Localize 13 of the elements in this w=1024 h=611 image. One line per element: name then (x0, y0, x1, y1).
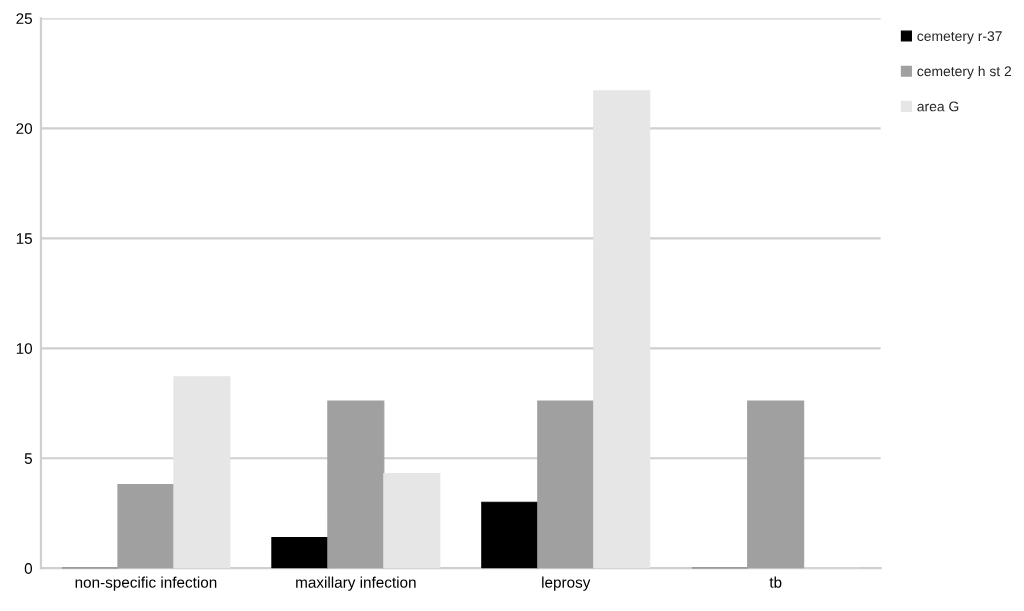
x-tick-label: maxillary infection (296, 576, 416, 591)
legend-label: cemetery h st 2 (917, 66, 1012, 79)
y-tick-label: 10 (16, 343, 33, 354)
y-tick-label: 15 (16, 233, 32, 244)
y-tick-label: 20 (16, 123, 33, 134)
legend-label: cemetery r-37 (917, 31, 1002, 44)
y-tick-label: 25 (16, 13, 32, 25)
y-tick-label: 0 (24, 563, 33, 574)
y-tick-label: 5 (24, 453, 32, 464)
x-tick-label: non-specific infection (75, 576, 217, 591)
legend-label: area G (917, 101, 959, 112)
x-tick-label: tb (769, 576, 782, 588)
x-tick-label: leprosy (542, 576, 591, 591)
